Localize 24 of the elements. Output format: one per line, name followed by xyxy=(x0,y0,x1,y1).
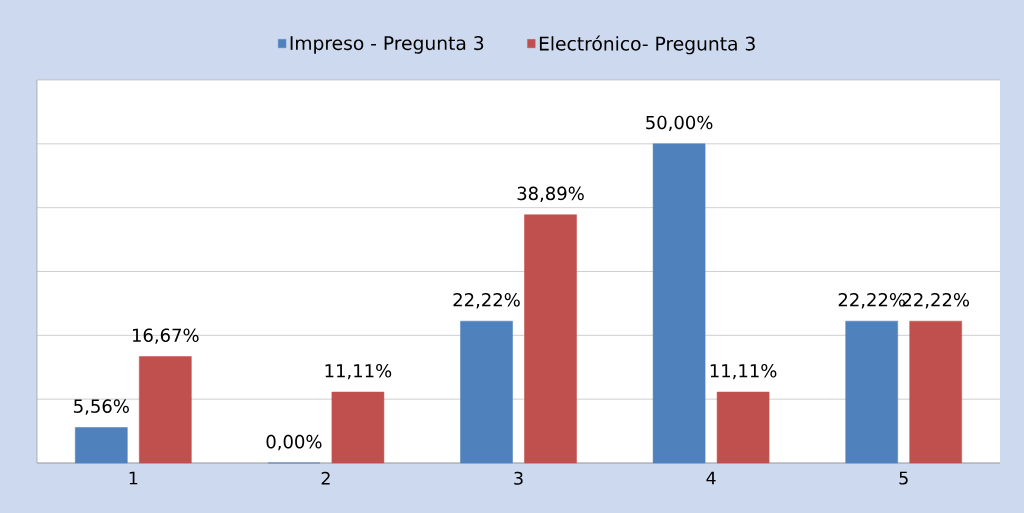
bar xyxy=(460,320,513,464)
bar xyxy=(652,143,706,464)
x-tick-label: 3 xyxy=(514,471,523,485)
legend-label: Impreso - Pregunta 3 xyxy=(290,35,484,54)
x-tick-label: 5 xyxy=(899,471,908,485)
x-tick-label: 4 xyxy=(706,471,716,485)
bar xyxy=(524,214,577,464)
bar xyxy=(716,391,770,464)
data-label: 38,89% xyxy=(517,186,584,203)
bar xyxy=(75,427,128,464)
data-label: 0,00% xyxy=(266,434,322,451)
x-tick-label: 2 xyxy=(321,471,330,485)
x-tick-label: 1 xyxy=(129,471,138,485)
bar xyxy=(909,320,962,464)
data-label: 22,22% xyxy=(453,292,520,309)
bar xyxy=(845,320,898,464)
data-label: 11,11% xyxy=(710,363,777,380)
bar xyxy=(331,391,385,464)
data-label: 5,56% xyxy=(74,399,129,415)
data-label: 50,00% xyxy=(646,115,713,132)
data-label: 16,67% xyxy=(132,328,199,344)
legend-label: Electrónico- Pregunta 3 xyxy=(539,35,755,55)
data-label: 11,11% xyxy=(325,363,392,380)
bar xyxy=(139,356,192,464)
